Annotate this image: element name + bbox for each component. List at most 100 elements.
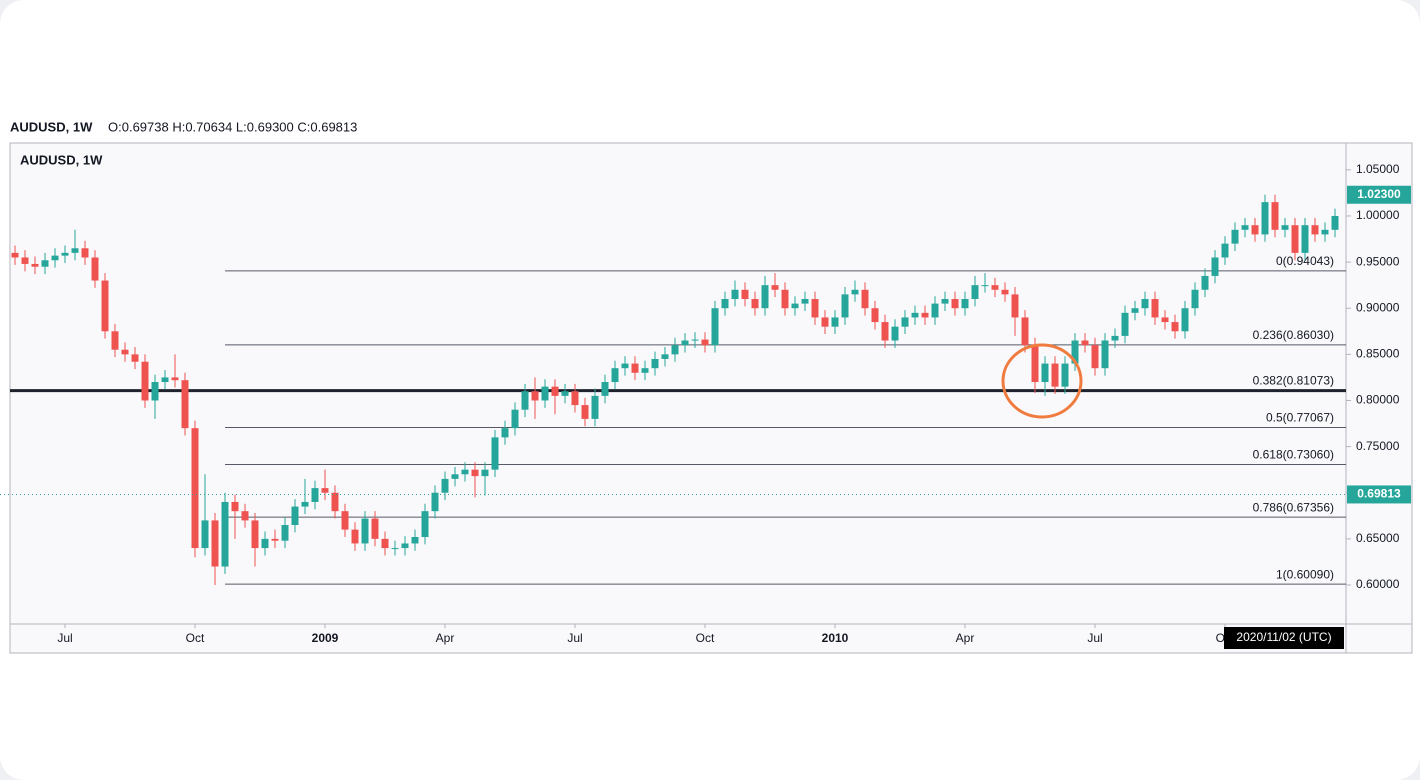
candle-body [281,525,289,541]
candle-body [781,289,789,309]
candle-body [611,368,619,383]
candle-body [161,377,169,383]
candle-body [131,354,139,362]
fib-label: 0.786(0.67356) [1253,500,1334,514]
plot-layer: 0.600000.650000.700000.750000.800000.850… [0,162,1411,645]
candle-body [31,263,39,267]
candle-body [1051,363,1059,387]
candle-body [1081,340,1089,346]
candle-body [1191,289,1199,309]
candle-body [231,501,239,512]
y-tick-label: 1.05000 [1356,162,1400,176]
candle-body [1221,243,1229,258]
candle-body [771,285,779,290]
y-tick-label: 0.65000 [1356,531,1400,545]
candle-body [971,285,979,299]
candle-body [551,386,559,396]
candle-body [621,363,629,369]
candle-body [461,469,469,475]
candle-body [401,543,409,549]
fib-label: 1(0.60090) [1276,567,1334,581]
fib-label: 0.236(0.86030) [1253,328,1334,342]
header-ohlc: O:0.69738 H:0.70634 L:0.69300 C:0.69813 [108,119,357,134]
candle-body [791,303,799,309]
price-tag-bg [1347,485,1411,504]
chart-title: AUDUSD, 1W [20,152,103,167]
candle-body [81,248,89,258]
candle-body [991,285,999,290]
x-tick-label: Jul [1087,631,1102,645]
candle-body [181,380,189,429]
candle-body [1231,229,1239,244]
candle-body [11,252,19,258]
candle-body [651,358,659,369]
header-symbol: AUDUSD, 1W [10,119,93,134]
candle-body [541,386,549,401]
candle-body [601,382,609,396]
candle-body [481,469,489,477]
candle-body [661,354,669,359]
x-tick-label: Apr [436,631,455,645]
price-tag: 1.02300 [1357,187,1401,201]
y-tick-label: 0.85000 [1356,347,1400,361]
candle-body [51,255,59,261]
candle-body [671,345,679,355]
candle-body [1031,345,1039,383]
candle-body [1061,363,1069,387]
price-tag: 0.69813 [1357,487,1401,501]
candle-body [831,317,839,327]
candle-body [881,322,889,341]
candle-body [211,520,219,567]
candle-body [591,395,599,419]
candle-body [301,501,309,507]
candle-body [61,252,69,256]
candle-body [471,469,479,477]
candle-body [251,520,259,549]
candle-body [741,289,749,299]
candle-body [981,285,989,287]
candle-body [101,280,109,332]
y-tick-label: 0.90000 [1356,300,1400,314]
x-tick-label: 2009 [312,631,339,645]
candle-body [1001,289,1009,295]
candle-body [1151,298,1159,318]
candle-body [641,368,649,373]
candle-body [1321,229,1329,235]
crosshair-label: 2020/11/02 (UTC) [1236,630,1331,644]
candle-body [121,349,129,355]
candle-body [1251,225,1259,235]
candle-body [571,391,579,406]
candle-body [841,294,849,318]
candle-body [711,308,719,346]
crosshair-label-bg [1224,627,1344,649]
candle-body [731,289,739,299]
x-tick-label: Jul [567,631,582,645]
candle-body [201,520,209,549]
candle-body [1211,257,1219,276]
candle-body [531,391,539,401]
fib-label: 0.382(0.81073) [1253,374,1334,388]
x-tick-label: Oct [696,631,715,645]
y-tick-label: 0.95000 [1356,254,1400,268]
candle-body [1101,340,1109,369]
candle-body [1021,317,1029,346]
candle-body [371,518,379,539]
candle-body [751,298,759,309]
candle-body [1201,275,1209,290]
candle-body [321,488,329,493]
candle-body [491,437,499,470]
price-tag-bg [1347,185,1411,204]
candle-body [71,248,79,253]
candle-body [581,405,589,419]
candle-body [1111,335,1119,341]
candle-body [1331,215,1339,230]
candle-body [691,339,699,341]
candle-body [1141,298,1149,309]
candle-body [341,511,349,530]
chart-frame [9,142,1413,654]
candle-body [861,289,869,309]
candle-body [501,428,509,438]
candle-body [761,285,769,309]
